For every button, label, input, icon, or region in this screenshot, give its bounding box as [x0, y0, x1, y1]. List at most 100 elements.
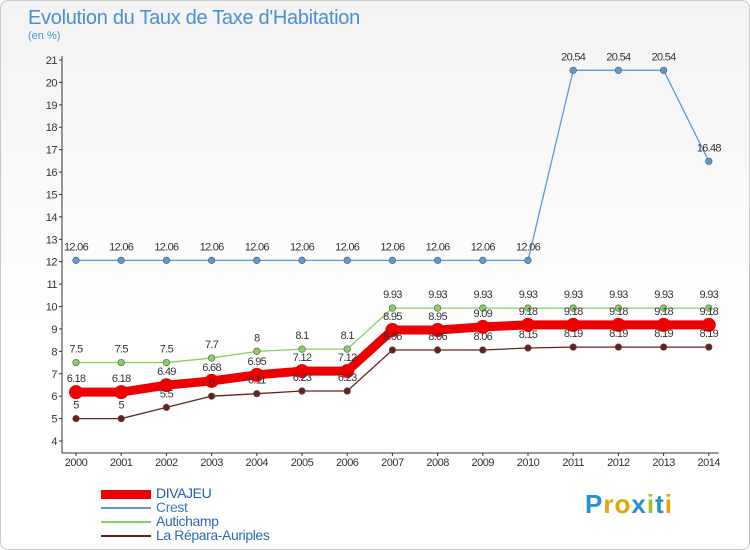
data-label: 5 [118, 400, 124, 412]
data-point [479, 346, 487, 354]
proxiti-logo: Proxiti [585, 489, 673, 520]
data-label: 8.19 [654, 328, 673, 340]
data-label: 6.23 [338, 372, 357, 384]
x-tick-label: 2000 [65, 457, 88, 469]
data-point [656, 317, 671, 332]
data-label: 20.54 [652, 51, 677, 63]
data-label: 8.95 [428, 311, 447, 323]
data-label: 9.18 [519, 306, 538, 318]
data-point [117, 256, 125, 264]
data-point [434, 304, 442, 312]
data-label: 6.18 [67, 373, 86, 385]
data-label: 12.06 [109, 241, 134, 253]
data-label: 20.54 [606, 51, 631, 63]
legend-label: Crest [156, 499, 188, 515]
data-label: 9.18 [609, 306, 628, 318]
y-tick-label: 12 [46, 257, 58, 269]
x-tick-label: 2003 [200, 457, 223, 469]
data-label: 7.5 [160, 344, 174, 356]
data-label: 12.06 [335, 241, 360, 253]
data-label: 9.93 [699, 289, 718, 301]
data-label: 8.1 [341, 330, 355, 342]
data-label: 9.93 [519, 289, 538, 301]
data-label: 7.12 [293, 352, 312, 364]
legend-swatch [101, 507, 151, 509]
data-point [521, 317, 535, 332]
data-label: 12.06 [200, 241, 225, 253]
data-point [659, 343, 668, 351]
data-point [705, 304, 713, 312]
data-point [388, 256, 397, 264]
x-tick-label: 2005 [291, 457, 314, 469]
data-point [434, 256, 442, 264]
y-tick-label: 10 [46, 302, 58, 314]
data-label: 9.93 [383, 289, 402, 301]
data-point [479, 304, 487, 312]
data-point [434, 346, 442, 354]
data-point [162, 403, 170, 411]
logo-letter: x [631, 489, 647, 519]
data-point [204, 373, 219, 388]
data-point [388, 304, 397, 312]
data-label: 12.06 [154, 241, 179, 253]
data-label: 12.06 [426, 241, 451, 253]
data-point [569, 343, 577, 351]
data-label: 6.18 [112, 373, 131, 385]
y-tick-label: 13 [46, 234, 58, 246]
logo-letter: t [655, 489, 665, 519]
data-point [614, 304, 623, 312]
data-point [343, 345, 351, 353]
data-label: 6.95 [247, 356, 266, 368]
data-label: 20.54 [561, 51, 586, 63]
y-tick-label: 19 [46, 100, 58, 112]
data-point [253, 390, 261, 398]
data-label: 9.18 [654, 306, 673, 318]
y-tick-label: 6 [51, 391, 57, 403]
data-point [430, 323, 445, 338]
data-point [72, 358, 80, 367]
y-tick-label: 7 [51, 369, 57, 381]
data-point [701, 317, 716, 332]
data-point [253, 347, 261, 355]
data-point [69, 385, 83, 400]
x-tick-label: 2008 [426, 457, 449, 469]
data-point [208, 392, 216, 400]
data-label: 6.49 [157, 366, 176, 378]
data-point [295, 364, 309, 379]
x-tick-label: 2002 [155, 457, 178, 469]
data-point [162, 256, 170, 264]
data-label: 9.18 [699, 306, 718, 318]
data-label: 9.18 [564, 306, 583, 318]
x-tick-label: 2009 [472, 457, 495, 469]
y-tick-label: 17 [46, 145, 58, 157]
data-label: 16.48 [697, 142, 722, 154]
legend-label: Autichamp [156, 513, 219, 529]
data-point [343, 256, 351, 264]
y-tick-label: 20 [46, 77, 58, 89]
y-tick-label: 8 [51, 346, 57, 358]
data-point [340, 364, 355, 379]
logo-letter: o [614, 489, 632, 519]
data-point [611, 317, 626, 332]
data-label: 12.06 [471, 241, 496, 253]
data-label: 12.06 [64, 241, 89, 253]
y-tick-label: 9 [51, 324, 57, 336]
legend-swatch [101, 535, 151, 537]
data-point [524, 344, 532, 352]
x-tick-label: 2012 [607, 457, 630, 469]
data-label: 8.06 [383, 331, 402, 343]
data-point [569, 66, 577, 74]
data-point [388, 346, 397, 354]
data-label: 7.12 [338, 352, 357, 364]
data-label: 8 [254, 332, 260, 344]
data-point [566, 317, 581, 332]
data-point [524, 256, 532, 264]
data-label: 8.19 [699, 328, 718, 340]
data-point [72, 256, 80, 264]
x-tick-label: 2004 [246, 457, 269, 469]
data-point [117, 414, 125, 423]
legend-swatch [101, 521, 151, 523]
data-point [159, 378, 174, 393]
data-point [298, 387, 306, 395]
series-line-1 [76, 69, 710, 262]
